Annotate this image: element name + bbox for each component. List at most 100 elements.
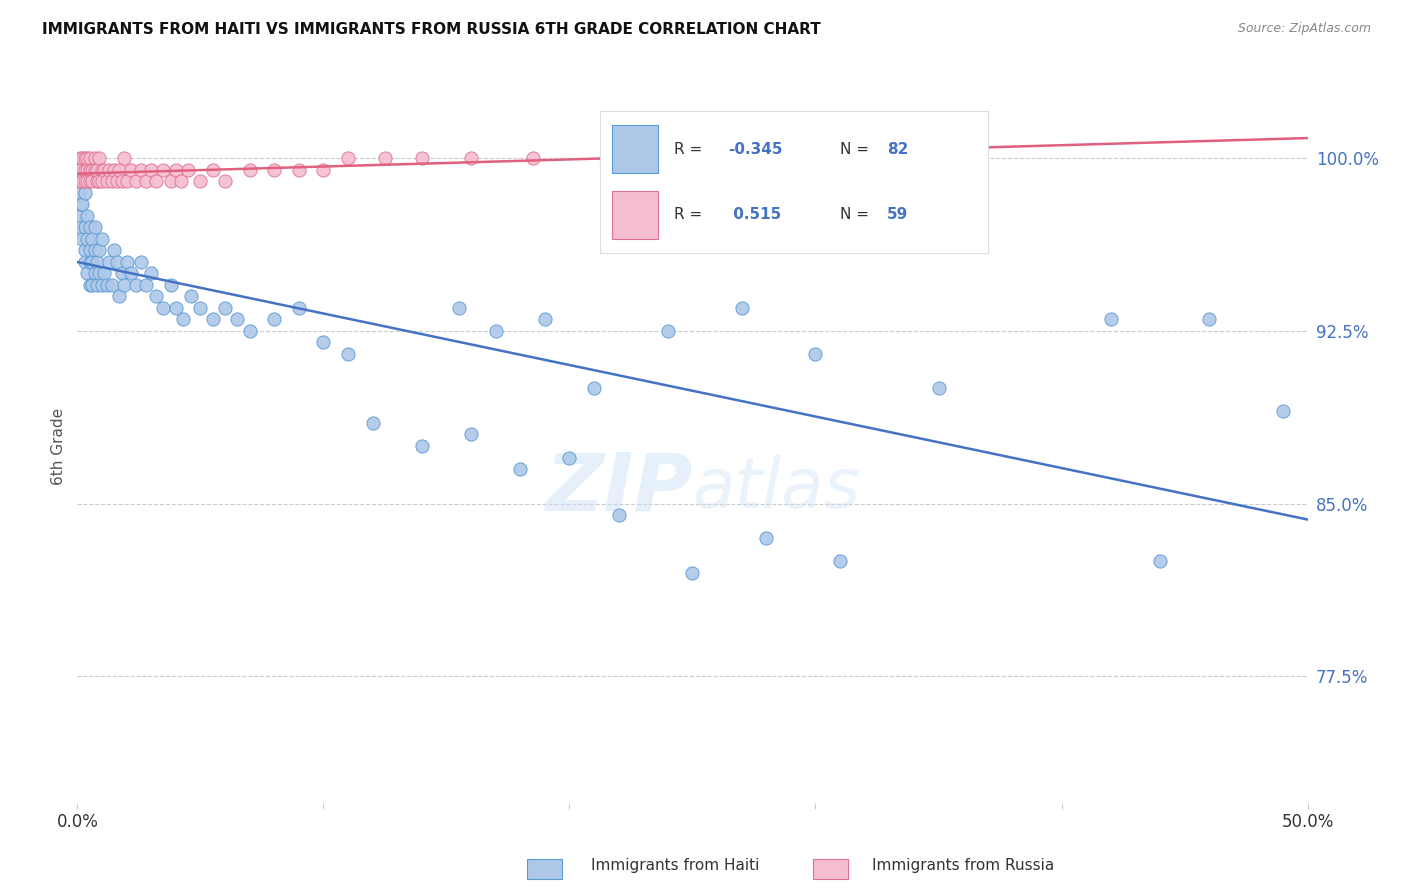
Point: [485, 324, 508, 338]
Point: [830, 554, 852, 568]
Point: [73, 174, 96, 188]
Point: [90, 162, 114, 177]
Point: [112, 277, 135, 292]
Point: [188, 174, 212, 188]
Y-axis label: 6th Grade: 6th Grade: [51, 408, 66, 484]
Point: [177, 162, 200, 177]
Point: [82, 232, 104, 246]
Point: [112, 151, 135, 165]
Point: [69, 151, 91, 165]
Point: [83, 266, 105, 280]
Point: [70, 174, 93, 188]
Point: [103, 244, 125, 258]
Point: [93, 162, 115, 177]
Point: [411, 439, 433, 453]
Point: [69, 209, 91, 223]
Point: [82, 277, 104, 292]
Point: [103, 162, 125, 177]
Point: [101, 174, 124, 188]
Point: [226, 312, 249, 326]
Point: [121, 266, 143, 280]
Point: [534, 312, 557, 326]
Point: [79, 162, 101, 177]
Point: [121, 162, 143, 177]
Point: [89, 244, 111, 258]
Point: [79, 174, 101, 188]
Point: [90, 174, 114, 188]
Point: [125, 174, 148, 188]
Point: [76, 232, 98, 246]
Point: [76, 266, 98, 280]
Point: [70, 232, 93, 246]
Point: [1198, 312, 1220, 326]
Point: [90, 277, 114, 292]
Point: [460, 427, 482, 442]
Point: [165, 301, 187, 315]
Point: [90, 232, 114, 246]
Point: [125, 277, 148, 292]
Point: [70, 151, 93, 165]
Point: [607, 508, 630, 522]
Point: [160, 277, 183, 292]
Point: [105, 255, 128, 269]
Point: [73, 220, 96, 235]
Point: [69, 174, 91, 188]
Point: [79, 277, 101, 292]
Point: [69, 174, 91, 188]
Point: [83, 151, 105, 165]
Point: [67, 186, 90, 200]
Point: [89, 174, 111, 188]
Point: [96, 277, 118, 292]
Point: [188, 301, 212, 315]
Point: [67, 162, 90, 177]
Point: [804, 347, 827, 361]
Point: [509, 462, 531, 476]
Point: [1149, 554, 1171, 568]
Text: atlas: atlas: [693, 455, 860, 523]
Point: [70, 197, 93, 211]
Point: [337, 151, 360, 165]
Point: [522, 151, 544, 165]
Point: [152, 162, 174, 177]
Point: [70, 220, 93, 235]
Point: [108, 162, 131, 177]
Point: [337, 347, 360, 361]
Point: [288, 301, 311, 315]
Point: [86, 277, 108, 292]
Point: [82, 255, 104, 269]
Point: [160, 174, 183, 188]
Point: [657, 324, 679, 338]
Point: [76, 151, 98, 165]
Point: [731, 301, 754, 315]
Point: [239, 324, 262, 338]
Point: [98, 162, 121, 177]
Point: [447, 301, 470, 315]
Point: [73, 255, 96, 269]
Point: [928, 381, 950, 395]
Point: [79, 244, 101, 258]
Point: [312, 335, 335, 350]
Point: [111, 174, 132, 188]
Point: [374, 151, 396, 165]
Point: [361, 416, 384, 430]
Point: [82, 162, 104, 177]
Point: [76, 162, 98, 177]
Point: [76, 174, 98, 188]
Point: [93, 266, 115, 280]
Point: [201, 162, 224, 177]
Point: [129, 162, 153, 177]
Point: [105, 174, 128, 188]
Point: [83, 244, 105, 258]
Point: [239, 162, 262, 177]
Point: [312, 162, 335, 177]
Point: [263, 312, 285, 326]
Point: [98, 255, 121, 269]
Text: Immigrants from Russia: Immigrants from Russia: [872, 858, 1054, 872]
Point: [755, 531, 778, 545]
Point: [1099, 312, 1122, 326]
Text: ZIP: ZIP: [546, 450, 693, 528]
Point: [73, 244, 96, 258]
Point: [70, 162, 93, 177]
Point: [111, 266, 132, 280]
Point: [76, 209, 98, 223]
